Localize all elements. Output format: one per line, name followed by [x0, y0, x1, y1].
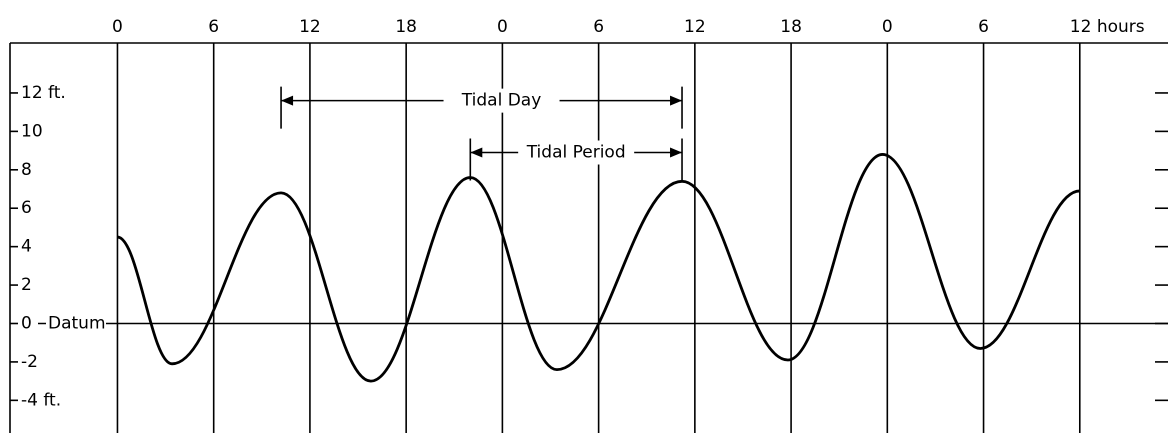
annotation-label: Tidal Period: [526, 143, 626, 163]
datum-label: Datum: [48, 313, 106, 333]
x-tick-label: 12 hours: [1070, 17, 1145, 37]
x-tick-label: 12: [299, 17, 321, 37]
arrow-head: [670, 95, 683, 106]
x-tick-label: 18: [395, 17, 417, 37]
y-tick-label: 0: [21, 313, 32, 333]
x-tick-label: 6: [208, 17, 219, 37]
x-tick-label: 0: [882, 17, 893, 37]
annotation-bg: [443, 88, 560, 113]
y-tick-label: -2: [21, 352, 38, 372]
y-tick-label: -4 ft.: [21, 390, 61, 410]
datum-bg: [46, 312, 106, 335]
annotation-label: Tidal Day: [461, 91, 542, 111]
x-tick-label: 6: [978, 17, 989, 37]
tide-curve: [116, 153, 1081, 383]
annotation-bg: [518, 140, 635, 165]
y-tick-label: 6: [21, 198, 32, 218]
x-tick-label: 18: [780, 17, 802, 37]
y-tick-label: 12 ft.: [21, 83, 66, 103]
y-tick-label: 8: [21, 160, 32, 180]
x-tick-label: 0: [112, 17, 123, 37]
x-tick-label: 0: [497, 17, 508, 37]
y-tick-label: 10: [21, 121, 43, 141]
y-tick-label: 2: [21, 275, 32, 295]
x-tick-label: 6: [593, 17, 604, 37]
x-tick-label: 12: [684, 17, 706, 37]
arrow-head: [281, 95, 294, 106]
y-tick-label: 4: [21, 237, 32, 257]
arrow-head: [470, 147, 483, 158]
arrow-head: [670, 147, 683, 158]
